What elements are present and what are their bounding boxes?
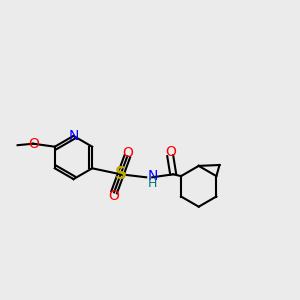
Text: H: H — [147, 177, 157, 190]
Text: O: O — [28, 137, 39, 151]
Text: O: O — [109, 189, 119, 203]
Text: N: N — [68, 129, 79, 143]
Text: S: S — [115, 165, 127, 183]
Text: N: N — [147, 169, 158, 183]
Text: O: O — [122, 146, 133, 160]
Text: O: O — [165, 145, 176, 159]
